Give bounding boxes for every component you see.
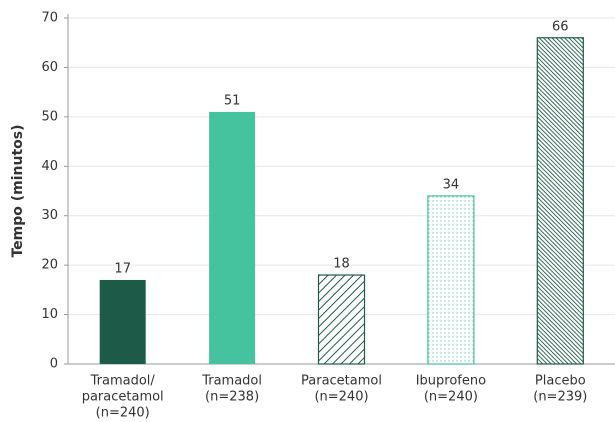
y-axis-label: Tempo (minutos) xyxy=(10,124,26,257)
y-tick-label: 10 xyxy=(41,307,58,322)
bar xyxy=(99,279,146,364)
x-tick-label: Tramadol xyxy=(201,374,262,389)
x-tick-label: (n=240) xyxy=(314,390,368,405)
bar xyxy=(209,111,256,365)
bar xyxy=(427,195,475,365)
value-label: 34 xyxy=(443,177,460,192)
bar xyxy=(317,274,366,365)
x-tick-label: (n=240) xyxy=(96,406,150,421)
x-tick-label: (n=239) xyxy=(533,390,587,405)
value-label: 18 xyxy=(333,257,350,272)
y-tick-label: 0 xyxy=(50,357,58,372)
value-label: 66 xyxy=(552,19,569,34)
x-tick-label: Placebo xyxy=(535,374,586,389)
y-tick-label: 70 xyxy=(41,11,58,26)
x-tick-label: Ibuprofeno xyxy=(416,374,486,389)
y-tick-label: 60 xyxy=(41,60,58,75)
y-tick-label: 30 xyxy=(41,208,58,223)
x-tick-label: (n=238) xyxy=(205,390,259,405)
x-tick-label: paracetamol xyxy=(82,390,164,405)
x-tick-label: Paracetamol xyxy=(301,374,382,389)
bar xyxy=(536,37,584,365)
y-tick-label: 50 xyxy=(41,109,58,124)
x-tick-label: (n=240) xyxy=(424,390,478,405)
value-label: 51 xyxy=(224,93,241,108)
value-label: 17 xyxy=(114,261,131,276)
y-tick-label: 20 xyxy=(41,258,58,273)
y-tick-label: 40 xyxy=(41,159,58,174)
x-tick-label: Tramadol/ xyxy=(90,374,156,389)
